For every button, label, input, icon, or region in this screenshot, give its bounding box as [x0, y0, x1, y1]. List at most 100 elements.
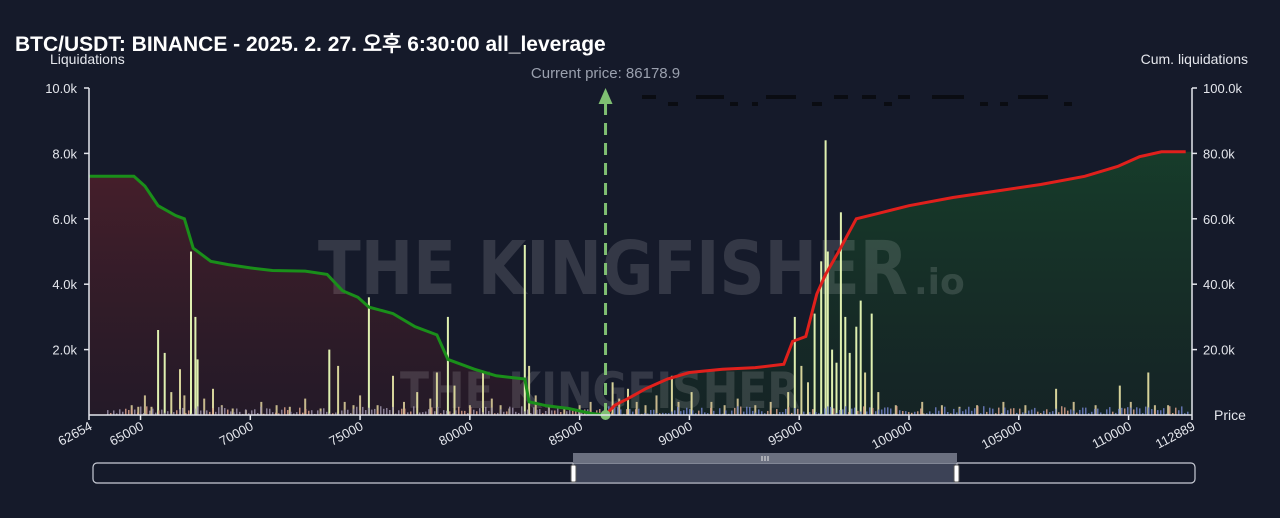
background-bar: [1109, 407, 1111, 415]
background-bar: [1175, 407, 1177, 415]
watermark-text: THE KINGFISHER: [318, 226, 908, 312]
background-bar: [776, 409, 778, 415]
background-bar: [1088, 413, 1090, 415]
liquidation-bar: [787, 392, 790, 415]
y2-axis-label: Cum. liquidations: [1141, 51, 1248, 67]
background-bar: [1013, 408, 1015, 415]
background-bar: [455, 410, 457, 415]
liquidation-bar: [304, 398, 307, 415]
background-bar: [599, 409, 601, 415]
background-bar: [1118, 408, 1120, 415]
background-bar: [479, 408, 481, 415]
background-bar: [581, 412, 583, 415]
background-bar: [296, 412, 298, 415]
background-bar: [1133, 409, 1135, 415]
background-bar: [1160, 410, 1162, 415]
background-bar: [488, 410, 490, 415]
watermark-suffix: .io: [914, 262, 965, 303]
background-bar: [251, 410, 253, 415]
liquidation-bar: [1002, 401, 1005, 415]
background-bar: [536, 409, 538, 415]
background-bar: [317, 410, 319, 415]
background-bar: [437, 406, 439, 415]
liquidation-bar: [137, 406, 140, 415]
background-bar: [917, 411, 919, 415]
liquidation-bar: [157, 330, 160, 415]
background-bar: [188, 410, 190, 415]
background-bar: [125, 408, 127, 415]
background-bar: [398, 410, 400, 415]
x-tick-label: 95000: [766, 418, 805, 448]
background-bar: [116, 413, 118, 415]
background-bar: [341, 410, 343, 415]
background-bar: [851, 408, 853, 415]
range-slider-left-handle[interactable]: [570, 464, 577, 483]
background-bar: [953, 408, 955, 415]
background-bar: [110, 413, 112, 415]
background-bar: [329, 413, 331, 415]
background-bar: [788, 407, 790, 415]
background-bar: [1067, 410, 1069, 415]
background-bar: [848, 412, 850, 415]
background-bar: [179, 409, 181, 415]
background-bar: [137, 412, 139, 415]
y2-tick-label: 100.0k: [1203, 81, 1243, 96]
background-bar: [218, 407, 220, 415]
liquidation-bar: [328, 349, 331, 415]
background-bar: [659, 413, 661, 415]
background-bar: [794, 408, 796, 415]
legend-obscured: [642, 95, 1072, 106]
background-bar: [662, 412, 664, 415]
liquidation-bar: [1024, 405, 1027, 415]
background-bar: [530, 413, 532, 415]
background-bar: [707, 413, 709, 415]
liquidation-bar: [754, 405, 757, 415]
liquidation-bar: [831, 349, 834, 415]
background-bar: [1001, 413, 1003, 415]
background-bar: [164, 412, 166, 415]
background-bar: [1184, 413, 1186, 415]
background-bar: [692, 410, 694, 415]
liquidation-bar: [635, 401, 638, 415]
liquidation-bar: [190, 251, 192, 415]
x-range-end-label: 112889: [1153, 418, 1197, 451]
x-tick-label: 105000: [979, 418, 1024, 452]
background-bar: [1106, 409, 1108, 415]
range-slider[interactable]: [92, 453, 1196, 484]
background-bar: [386, 407, 388, 415]
background-bar: [578, 410, 580, 415]
background-bar: [989, 407, 991, 415]
background-bar: [413, 406, 415, 415]
background-bar: [1121, 407, 1123, 415]
background-bar: [1037, 411, 1039, 415]
liquidation-bar: [446, 316, 449, 415]
y-tick-label: 6.0k: [52, 212, 77, 227]
background-bar: [1124, 408, 1126, 415]
background-bar: [506, 411, 508, 415]
background-bar: [470, 407, 472, 415]
background-bar: [515, 411, 517, 415]
background-bar: [560, 412, 562, 415]
background-bar: [1046, 409, 1048, 415]
liquidation-bar: [800, 365, 803, 415]
liquidation-bar: [179, 369, 181, 415]
liquidation-bar: [877, 392, 880, 415]
background-bar: [392, 406, 394, 415]
background-bar: [464, 410, 466, 415]
background-bar: [668, 413, 670, 415]
background-bar: [158, 410, 160, 415]
background-bar: [476, 411, 478, 415]
background-bar: [836, 412, 838, 415]
background-bar: [833, 408, 835, 415]
background-bar: [905, 411, 907, 415]
liquidation-bar: [203, 398, 206, 415]
range-slider-right-handle[interactable]: [953, 464, 960, 483]
background-bar: [815, 411, 817, 415]
background-bar: [320, 411, 322, 415]
background-bar: [227, 409, 229, 415]
liquidation-bar: [1094, 405, 1097, 415]
range-slider-window[interactable]: [572, 462, 958, 484]
background-bar: [281, 409, 283, 415]
background-bar: [968, 406, 970, 415]
background-bar: [1169, 406, 1171, 415]
